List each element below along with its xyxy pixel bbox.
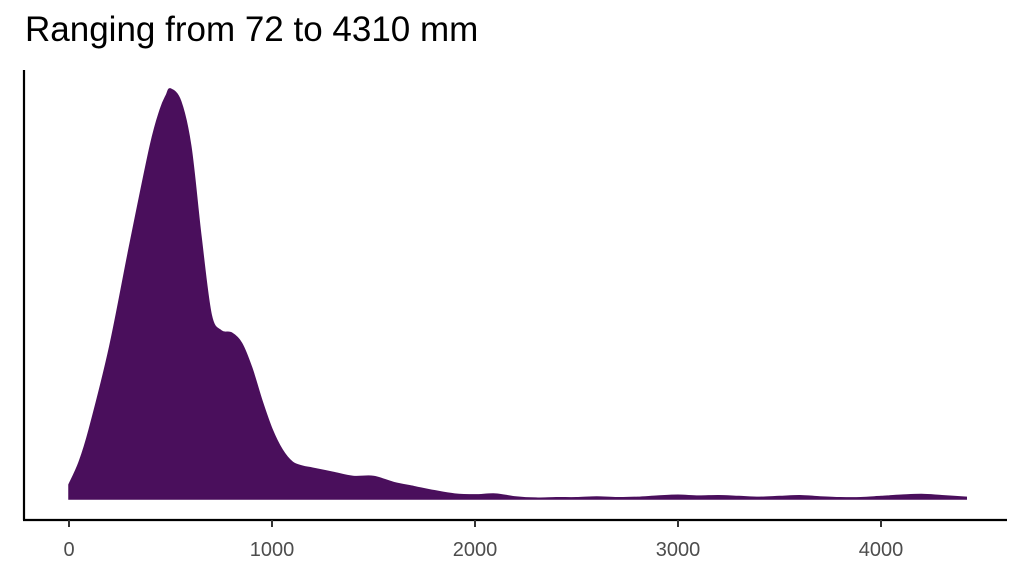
x-tick-label: 1000 bbox=[250, 539, 295, 561]
plot-area bbox=[68, 88, 968, 500]
chart-title: Ranging from 72 to 4310 mm bbox=[25, 10, 479, 49]
x-tick-label: 3000 bbox=[656, 539, 701, 561]
x-tick-label: 0 bbox=[63, 539, 74, 561]
x-axis-ticks: 0 1000 2000 3000 4000 bbox=[63, 520, 903, 561]
x-tick-label: 2000 bbox=[453, 539, 498, 561]
x-tick-label: 4000 bbox=[859, 539, 904, 561]
density-area bbox=[68, 88, 968, 500]
